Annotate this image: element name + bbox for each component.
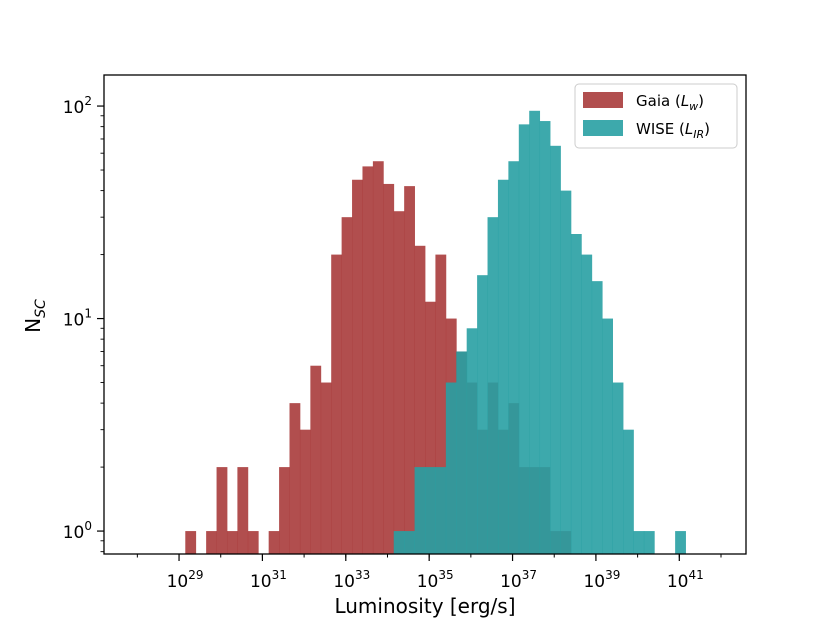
wise-bar-0 — [393, 531, 405, 554]
x-tick-label: 1041 — [667, 568, 704, 592]
wise-bar-9 — [487, 217, 499, 555]
x-tick-label: 1031 — [250, 568, 287, 592]
gaia-bar-20 — [414, 245, 426, 555]
legend-label-wise-name: WISE — [636, 120, 674, 138]
wise-bar-4 — [435, 467, 447, 554]
gaia-bar-2 — [216, 467, 228, 554]
gaia-bar-11 — [320, 382, 332, 554]
wise-bar-22 — [623, 429, 634, 554]
y-tick-label: 100 — [63, 519, 92, 543]
wise-bar-24 — [643, 531, 655, 554]
gaia-bar-0 — [185, 531, 197, 554]
y-tick-label: 101 — [63, 307, 92, 331]
legend-swatch-wise — [583, 120, 623, 136]
gaia-bar-8 — [289, 403, 301, 554]
y-axis-label: NSC — [21, 299, 49, 333]
gaia-bar-13 — [341, 217, 353, 555]
wise-bar-8 — [477, 275, 488, 554]
gaia-bar-4 — [237, 467, 249, 554]
x-tick-label: 1029 — [167, 568, 204, 592]
gaia-bar-21 — [425, 301, 436, 554]
wise-bar-19 — [591, 281, 603, 554]
bars-layer — [185, 110, 686, 555]
gaia-bar-12 — [331, 254, 343, 554]
wise-bar-2 — [414, 467, 426, 554]
series-wise — [393, 110, 686, 555]
legend-label-wise-symbol: L — [685, 120, 693, 138]
legend-label-gaia-name: Gaia — [636, 92, 670, 110]
wise-bar-5 — [445, 382, 457, 554]
legend-label-wise-subscript: IR — [693, 128, 704, 141]
y-axis-label-base: N — [21, 318, 45, 333]
plot-frame — [103, 74, 747, 555]
legend: Gaia (Lw) WISE (LIR) — [574, 83, 738, 149]
wise-bar-15 — [550, 145, 561, 554]
x-tick-label: 1033 — [333, 568, 370, 592]
legend-label-gaia-symbol: L — [681, 92, 689, 110]
legend-label-wise: WISE (LIR) — [636, 120, 710, 141]
legend-swatch-gaia — [583, 92, 623, 108]
x-tick-label: 1039 — [583, 568, 620, 592]
y-axis-label-subscript: SC — [33, 299, 49, 318]
wise-bar-7 — [466, 328, 478, 554]
wise-bar-21 — [612, 382, 624, 554]
wise-bar-25 — [675, 531, 686, 554]
x-tick-label: 1037 — [500, 568, 537, 592]
y-tick-label: 102 — [63, 94, 92, 118]
ticks-layer: 1029 1031 1033 1035 1037 1039 1041 100 101 102 — [63, 94, 722, 592]
gaia-bar-5 — [247, 531, 259, 554]
x-tick-label: 1035 — [417, 568, 454, 592]
gaia-bar-3 — [226, 531, 238, 554]
wise-bar-11 — [508, 161, 520, 555]
wise-bar-1 — [404, 531, 415, 554]
wise-bar-13 — [529, 110, 541, 554]
wise-bar-23 — [633, 531, 645, 554]
gaia-bar-6 — [268, 531, 280, 554]
gaia-bar-17 — [383, 183, 395, 554]
wise-bar-14 — [539, 121, 551, 555]
wise-bar-17 — [570, 234, 582, 554]
wise-bar-3 — [425, 467, 436, 554]
wise-bar-10 — [497, 179, 509, 554]
wise-bar-12 — [518, 124, 530, 555]
wise-bar-20 — [602, 318, 613, 554]
gaia-bar-16 — [372, 161, 384, 555]
legend-label-gaia: Gaia (Lw) — [636, 92, 704, 113]
legend-label-gaia-subscript: w — [689, 100, 698, 113]
gaia-bar-22 — [435, 254, 447, 554]
x-axis-label: Luminosity [erg/s] — [334, 594, 515, 618]
gaia-bar-7 — [279, 467, 290, 554]
gaia-bar-10 — [310, 365, 322, 554]
wise-bar-6 — [456, 351, 468, 554]
gaia-bar-9 — [299, 429, 311, 554]
gaia-bar-18 — [393, 211, 405, 554]
gaia-bar-15 — [362, 166, 374, 554]
wise-bar-16 — [560, 190, 572, 554]
gaia-bar-1 — [206, 531, 217, 554]
wise-bar-18 — [581, 254, 593, 554]
gaia-bar-19 — [404, 186, 415, 554]
gaia-bar-14 — [352, 179, 363, 554]
